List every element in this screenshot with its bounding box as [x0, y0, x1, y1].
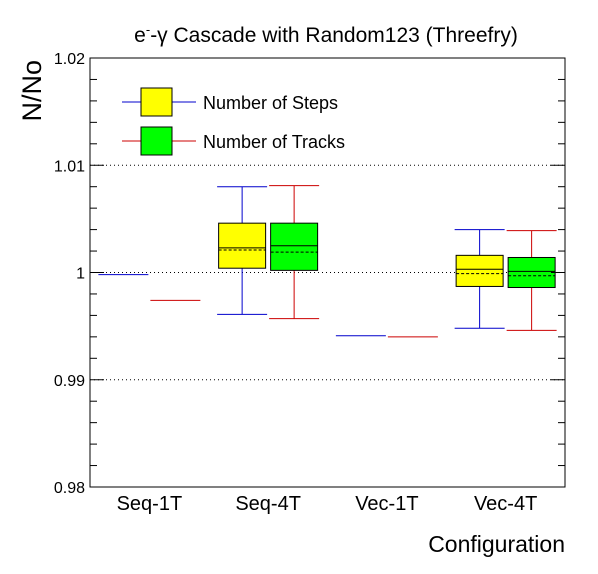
- chart-title-base: e: [134, 24, 146, 47]
- legend-steps-swatch: [140, 87, 173, 117]
- box-body: [270, 222, 319, 271]
- legend: Number of Steps Number of Tracks: [122, 87, 345, 156]
- legend-tracks-swatch: [140, 126, 173, 156]
- x-tick-label: Vec-1T: [355, 493, 418, 515]
- y-axis: 0.98 0.99 1 1.01 1.02: [54, 51, 565, 497]
- box-body: [455, 254, 504, 287]
- box-body: [507, 256, 556, 289]
- legend-steps-label: Number of Steps: [203, 93, 338, 113]
- x-axis: Seq-1T Seq-4T Vec-1T Vec-4T: [117, 493, 538, 515]
- x-tick-label: Seq-4T: [235, 493, 301, 515]
- x-tick-label: Vec-4T: [474, 493, 537, 515]
- box-1-1: [269, 185, 320, 320]
- box-0-3: [454, 229, 505, 329]
- y-axis-label: N/No: [17, 60, 47, 122]
- box-series: [98, 185, 557, 338]
- y-tick-label: 0.99: [54, 373, 85, 390]
- box-0-1: [217, 186, 268, 315]
- y-tick-label: 1.02: [54, 51, 85, 68]
- chart-title: e--γ Cascade with Random123 (Threefry): [134, 22, 518, 47]
- x-tick-label: Seq-1T: [117, 493, 183, 515]
- y-tick-label: 0.98: [54, 480, 85, 497]
- y-tick-label: 1.01: [54, 158, 85, 175]
- chart-title-superscript: -: [146, 22, 150, 37]
- legend-tracks-label: Number of Tracks: [203, 132, 345, 152]
- y-tick-label: 1: [76, 266, 85, 283]
- chart-title-rest: -γ Cascade with Random123 (Threefry): [150, 24, 518, 47]
- box-1-3: [506, 230, 557, 331]
- box-body: [218, 222, 267, 269]
- x-axis-label: Configuration: [428, 531, 565, 557]
